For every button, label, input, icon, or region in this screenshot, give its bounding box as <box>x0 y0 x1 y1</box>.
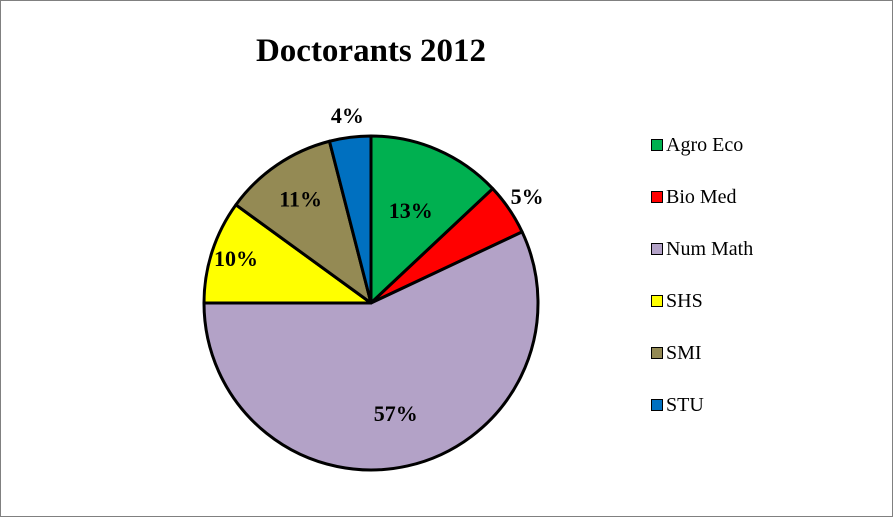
legend-swatch <box>651 139 663 151</box>
pie-slice-shs <box>202 203 373 305</box>
data-label-smi: 11% <box>279 186 322 211</box>
legend-swatch <box>651 243 663 255</box>
legend-label: Num Math <box>666 238 754 260</box>
data-label-stu: 4% <box>331 103 364 128</box>
data-label-agro-eco: 13% <box>389 198 433 223</box>
legend-swatch <box>651 191 663 203</box>
data-label-num-math: 57% <box>374 401 418 426</box>
legend-label: STU <box>666 394 704 416</box>
legend-label: Agro Eco <box>666 134 744 156</box>
pie-slice-smi <box>234 139 373 305</box>
legend-label: SMI <box>666 342 702 364</box>
legend-swatch <box>651 295 663 307</box>
data-label-bio-med: 5% <box>511 184 544 209</box>
pie-slice-agro-eco <box>369 134 495 305</box>
chart-title: Doctorants 2012 <box>255 33 487 69</box>
legend-swatch <box>651 399 663 411</box>
legend-label: Bio Med <box>666 186 737 208</box>
legend-swatch <box>651 347 663 359</box>
legend-label: SHS <box>666 290 703 312</box>
data-label-shs: 10% <box>214 246 258 271</box>
pie-slice-num-math <box>202 230 540 472</box>
pie-slice-stu <box>327 134 373 305</box>
